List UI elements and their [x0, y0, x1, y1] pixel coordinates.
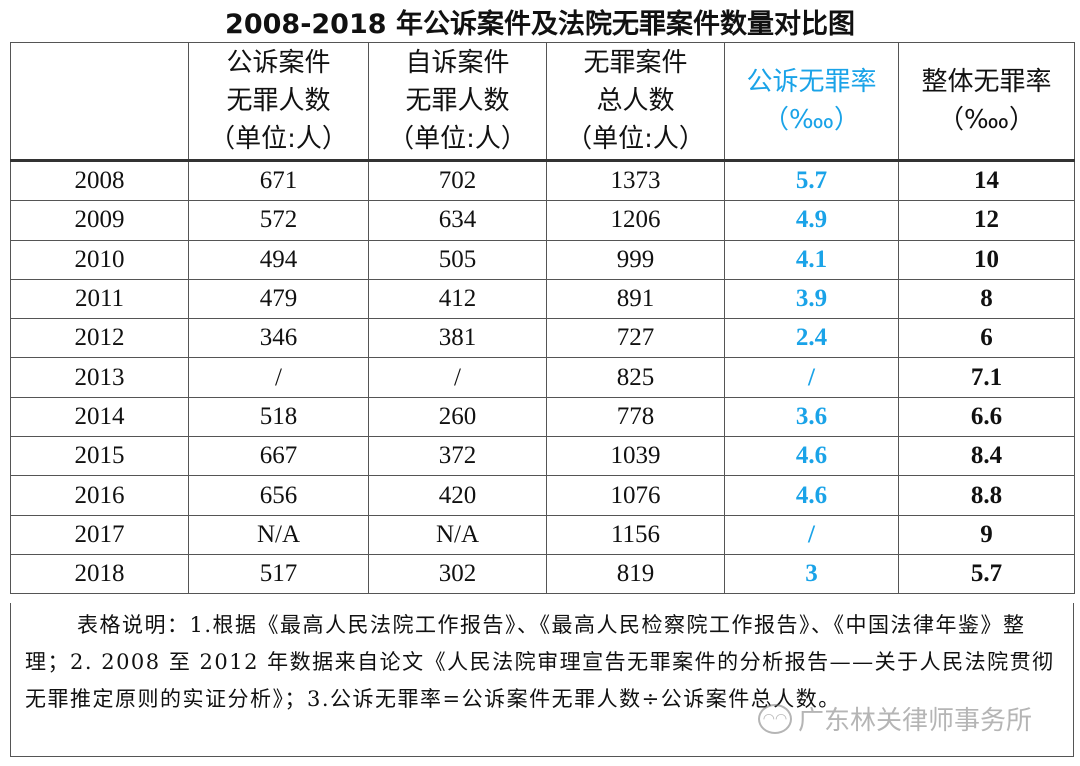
watermark-text: 广东林关律师事务所	[798, 706, 1033, 736]
watermark: ◠◠ 广东林关律师事务所	[758, 700, 1032, 737]
table-cell: 572	[188, 200, 369, 241]
table-cell: 4.9	[724, 200, 899, 241]
table-cell: 8	[898, 278, 1075, 320]
table-row: 2011 479 412 891 3.9 8	[10, 278, 1075, 320]
table-cell: 412	[368, 278, 547, 320]
table-cell: 505	[368, 239, 547, 280]
table-cell: 1156	[546, 514, 725, 555]
table-cell: 4.6	[724, 475, 899, 516]
table-cell: 517	[188, 553, 369, 595]
column-header: 自诉案件 无罪人数 （单位:人）	[368, 42, 547, 162]
table-cell: 518	[188, 396, 369, 438]
table-cell: 1206	[546, 200, 725, 241]
year-cell: 2012	[10, 318, 189, 359]
table-row: 2008 671 702 1373 5.7 14	[10, 159, 1075, 202]
table-row: 2018 517 302 819 3 5.7	[10, 553, 1075, 595]
table-cell: 8.8	[898, 475, 1075, 516]
table-cell: 4.6	[724, 436, 899, 477]
table-cell: 1076	[546, 475, 725, 516]
table-cell: 702	[368, 159, 547, 202]
table-cell: 819	[546, 553, 725, 595]
table-cell: 479	[188, 278, 369, 320]
table-cell: /	[724, 357, 899, 398]
column-header	[10, 42, 189, 162]
table-cell: 12	[898, 200, 1075, 241]
year-cell: 2015	[10, 436, 189, 477]
year-cell: 2010	[10, 239, 189, 280]
table-row: 2010 494 505 999 4.1 10	[10, 239, 1075, 280]
table-cell: 420	[368, 475, 547, 516]
table-cell: 302	[368, 553, 547, 595]
column-header: 公诉无罪率 （‱）	[724, 42, 899, 162]
year-cell: 2011	[10, 278, 189, 320]
year-cell: 2014	[10, 396, 189, 438]
data-table: 公诉案件 无罪人数 （单位:人） 自诉案件 无罪人数 （单位:人） 无罪案件 总人数…	[10, 42, 1075, 595]
table-cell: 656	[188, 475, 369, 516]
table-row: 2015 667 372 1039 4.6 8.4	[10, 436, 1075, 477]
table-cell: 14	[898, 159, 1075, 202]
table-cell: 5.7	[724, 159, 899, 202]
table-cell: N/A	[188, 514, 369, 555]
year-cell: 2013	[10, 357, 189, 398]
table-cell: 825	[546, 357, 725, 398]
header-row: 公诉案件 无罪人数 （单位:人） 自诉案件 无罪人数 （单位:人） 无罪案件 总人数…	[10, 42, 1075, 162]
year-cell: 2009	[10, 200, 189, 241]
table-cell: 346	[188, 318, 369, 359]
year-cell: 2017	[10, 514, 189, 555]
table-cell: /	[724, 514, 899, 555]
year-cell: 2008	[10, 159, 189, 202]
column-header: 整体无罪率 （‱）	[898, 42, 1075, 162]
table-note: 表格说明：1.根据《最高人民法院工作报告》、《最高人民检察院工作报告》、《中国法…	[10, 603, 1074, 757]
table-row: 2009 572 634 1206 4.9 12	[10, 200, 1075, 241]
table-cell: 727	[546, 318, 725, 359]
table-cell: 891	[546, 278, 725, 320]
table-cell: /	[368, 357, 547, 398]
table-cell: 6.6	[898, 396, 1075, 438]
table-cell: 260	[368, 396, 547, 438]
table-cell: 7.1	[898, 357, 1075, 398]
column-header: 公诉案件 无罪人数 （单位:人）	[188, 42, 369, 162]
year-cell: 2018	[10, 553, 189, 595]
table-row: 2017 N/A N/A 1156/9	[10, 514, 1075, 555]
table-cell: 1373	[546, 159, 725, 202]
table-cell: 4.1	[724, 239, 899, 280]
table-row: 2013//825/7.1	[10, 357, 1075, 398]
table-cell: 1039	[546, 436, 725, 477]
table-cell: N/A	[368, 514, 547, 555]
column-header: 无罪案件 总人数 （单位:人）	[546, 42, 725, 162]
table-cell: 3.9	[724, 278, 899, 320]
table-cell: /	[188, 357, 369, 398]
wechat-icon: ◠◠	[758, 703, 792, 734]
table-row: 2016 656 420 1076 4.6 8.8	[10, 475, 1075, 516]
table-cell: 999	[546, 239, 725, 280]
table-cell: 3	[724, 553, 899, 595]
table-cell: 671	[188, 159, 369, 202]
table-cell: 667	[188, 436, 369, 477]
table-cell: 9	[898, 514, 1075, 555]
table-cell: 8.4	[898, 436, 1075, 477]
table-cell: 381	[368, 318, 547, 359]
table-cell: 634	[368, 200, 547, 241]
table-cell: 372	[368, 436, 547, 477]
table-row: 2014 518 260 778 3.6 6.6	[10, 396, 1075, 438]
year-cell: 2016	[10, 475, 189, 516]
table-cell: 494	[188, 239, 369, 280]
table-cell: 6	[898, 318, 1075, 359]
table-cell: 2.4	[724, 318, 899, 359]
table-cell: 10	[898, 239, 1075, 280]
table-cell: 5.7	[898, 553, 1075, 595]
table-cell: 778	[546, 396, 725, 438]
table-row: 2012 346 381 727 2.4 6	[10, 318, 1075, 359]
table-title: 2008-2018 年公诉案件及法院无罪案件数量对比图	[225, 9, 855, 40]
table-cell: 3.6	[724, 396, 899, 438]
